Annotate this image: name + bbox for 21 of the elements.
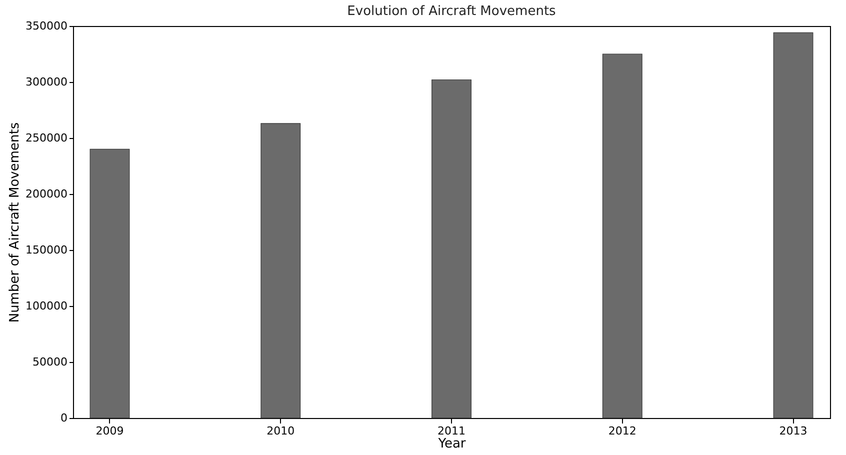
bar [432,79,472,418]
y-tick-label: 50000 [32,356,68,368]
y-tick-label: 350000 [26,20,68,32]
x-tick-label: 2010 [266,424,295,438]
x-tick-label: 2012 [608,424,636,438]
y-tick-label: 300000 [26,76,68,88]
x-tick-label: 2009 [96,424,124,438]
y-axis-title: Number of Aircraft Movements [8,122,23,323]
bar [260,123,301,418]
y-tick-label: 250000 [26,132,68,144]
x-tick-label: 2011 [438,424,466,438]
x-axis-title: Year [437,436,466,452]
bar [773,32,814,418]
y-tick-label: 0 [60,412,68,424]
bar [90,148,130,418]
y-tick-label: 150000 [26,244,68,256]
y-tick-label: 100000 [26,300,68,312]
bar [602,54,642,418]
y-tick-label: 200000 [26,188,68,200]
x-tick-label: 2013 [779,424,808,438]
chart-title: Evolution of Aircraft Movements [347,4,556,19]
